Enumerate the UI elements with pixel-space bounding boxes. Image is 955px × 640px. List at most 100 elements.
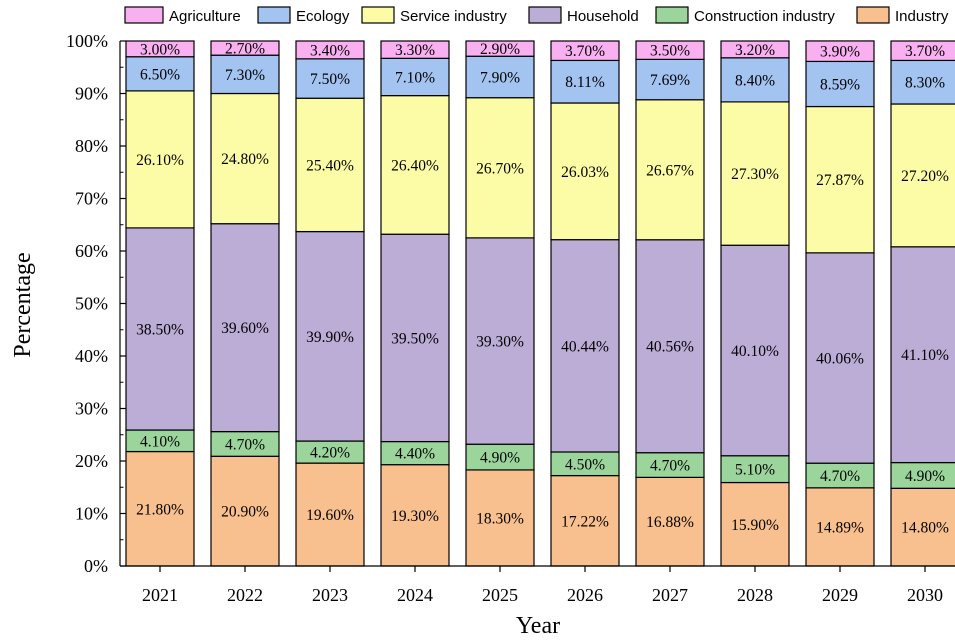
data-label: 3.70% (905, 43, 945, 60)
data-label: 4.90% (480, 450, 520, 467)
bar-segment (380, 464, 450, 567)
y-tick-label: 80% (75, 136, 108, 156)
bar-segment (295, 230, 365, 442)
legend-label: Household (567, 8, 639, 25)
x-tick-label: 2029 (822, 585, 858, 605)
y-tick-label: 70% (75, 189, 108, 209)
data-label: 8.59% (820, 76, 860, 93)
data-label: 3.20% (735, 42, 775, 59)
legend-swatch (655, 6, 689, 24)
bar-segment (720, 40, 790, 59)
data-label: 38.50% (136, 321, 184, 338)
data-label: 25.40% (306, 157, 354, 174)
bar-segment (295, 462, 365, 567)
data-label: 8.30% (905, 75, 945, 92)
data-label: 7.50% (310, 71, 350, 88)
y-tick-label: 40% (75, 346, 108, 366)
bar-segment (720, 57, 790, 103)
data-label: 3.50% (650, 43, 690, 60)
y-tick-label: 60% (75, 241, 108, 261)
bar-segment (720, 101, 790, 246)
data-label: 26.70% (476, 160, 524, 177)
x-tick-label: 2028 (737, 585, 773, 605)
y-axis-title: Percentage (10, 252, 36, 357)
bar-segment (805, 252, 875, 464)
data-label: 3.30% (395, 42, 435, 59)
bar-segment (125, 450, 195, 567)
bar-segment (550, 102, 620, 241)
bar-segment (890, 40, 955, 62)
bar-segment (720, 244, 790, 457)
data-label: 7.10% (395, 69, 435, 86)
y-tick-label: 10% (75, 504, 108, 524)
bar-segment (635, 452, 705, 478)
data-label: 14.89% (816, 519, 864, 536)
y-tick-label: 30% (75, 399, 108, 419)
legend-swatch (528, 6, 562, 24)
bar-segment (550, 59, 620, 104)
bar-segment (380, 40, 450, 59)
bar-segment (210, 40, 280, 56)
legend: Agriculture Ecology Service industry Househ… (124, 6, 949, 25)
data-label: 8.11% (565, 74, 605, 91)
x-tick-label: 2023 (312, 585, 348, 605)
x-tick-label: 2026 (567, 585, 603, 605)
bar-segment (210, 92, 280, 225)
x-tick-label: 2025 (482, 585, 518, 605)
bar-segment (720, 481, 790, 567)
legend-label: Construction industry (694, 8, 835, 25)
data-label: 2.70% (225, 41, 265, 58)
data-label: 7.30% (225, 67, 265, 84)
data-label: 40.44% (561, 338, 609, 355)
legend-swatch (856, 6, 890, 24)
data-label: 17.22% (561, 513, 609, 530)
data-label: 7.90% (480, 69, 520, 86)
bar-segment (210, 455, 280, 567)
data-label: 26.67% (646, 162, 694, 179)
data-label: 4.90% (905, 468, 945, 485)
bar-segment (295, 58, 365, 99)
legend-label: Ecology (296, 8, 350, 25)
data-label: 41.10% (901, 347, 949, 364)
data-label: 4.20% (310, 445, 350, 462)
data-label: 39.50% (391, 330, 439, 347)
data-label: 4.50% (565, 456, 605, 473)
x-tick-label: 2030 (907, 585, 943, 605)
data-label: 4.70% (225, 436, 265, 453)
data-label: 2.90% (480, 41, 520, 58)
bar-segment (380, 94, 450, 235)
legend-label: Service industry (400, 8, 507, 25)
y-tick-label: 90% (75, 84, 108, 104)
data-label: 24.80% (221, 151, 269, 168)
bar-segment (550, 239, 620, 453)
data-label: 14.80% (901, 520, 949, 537)
bar-segment (805, 105, 875, 254)
bar-segment (635, 58, 705, 101)
data-label: 40.56% (646, 339, 694, 356)
data-label: 3.00% (140, 41, 180, 58)
bar-segment (635, 239, 705, 454)
bar-segment (125, 90, 195, 229)
data-label: 27.87% (816, 172, 864, 189)
legend-swatch (257, 6, 291, 24)
data-label: 8.40% (735, 72, 775, 89)
bar-segment (890, 103, 955, 248)
x-tick-label: 2027 (652, 585, 688, 605)
data-label: 3.90% (820, 44, 860, 61)
bar-segment (210, 431, 280, 457)
data-label: 27.20% (901, 168, 949, 185)
data-label: 26.10% (136, 152, 184, 169)
data-label: 26.03% (561, 164, 609, 181)
bar-segment (465, 97, 535, 239)
data-label: 4.70% (650, 458, 690, 475)
bar-segment (465, 55, 535, 99)
data-label: 7.69% (650, 72, 690, 89)
bar-segment (805, 462, 875, 489)
data-label: 3.40% (310, 42, 350, 59)
legend-swatch (124, 6, 164, 24)
x-tick-label: 2022 (227, 585, 263, 605)
data-label: 39.30% (476, 334, 524, 351)
legend-label: Industry (895, 8, 949, 25)
bar-segment (380, 233, 450, 443)
bar-segment (465, 469, 535, 567)
